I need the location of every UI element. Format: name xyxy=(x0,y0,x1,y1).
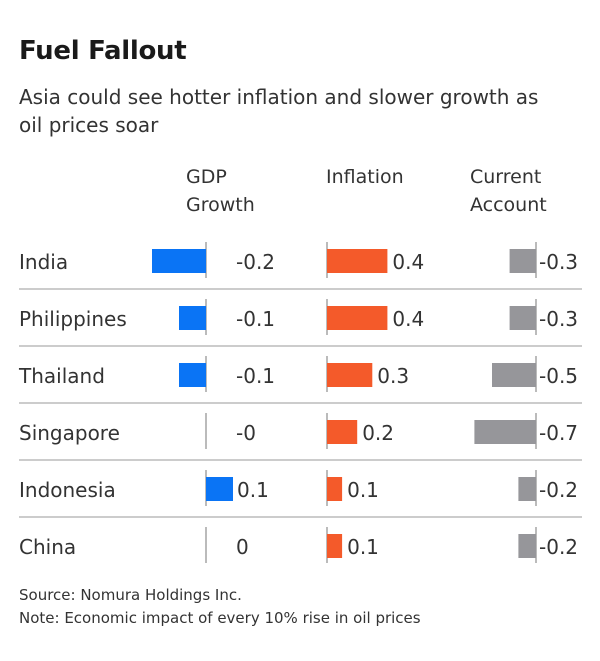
data-label: -0.3 xyxy=(539,250,578,274)
data-label: -0.5 xyxy=(539,364,578,388)
bar xyxy=(152,249,206,273)
bar xyxy=(492,363,536,387)
bar xyxy=(327,249,388,273)
data-label: -0.3 xyxy=(539,307,578,331)
data-label: -0 xyxy=(236,421,256,445)
category-label: Singapore xyxy=(19,421,120,445)
category-label: China xyxy=(19,535,76,559)
data-label: -0.2 xyxy=(539,478,578,502)
header-current-account: Current Account xyxy=(470,166,547,216)
footnote: Note: Economic impact of every 10% rise … xyxy=(19,609,421,627)
data-label: 0 xyxy=(236,535,249,559)
bar xyxy=(179,363,206,387)
data-label: -0.2 xyxy=(539,535,578,559)
bar xyxy=(509,306,536,330)
data-label: 0.1 xyxy=(237,478,269,502)
data-label: -0.7 xyxy=(539,421,578,445)
data-label: 0.2 xyxy=(362,421,394,445)
category-label: Philippines xyxy=(19,307,127,331)
bar xyxy=(327,363,373,387)
source-note: Source: Nomura Holdings Inc. xyxy=(19,586,242,604)
data-label: -0.2 xyxy=(236,250,275,274)
chart-title: Fuel Fallout xyxy=(19,36,187,66)
data-label: 0.1 xyxy=(347,535,379,559)
data-label: 0.3 xyxy=(377,364,409,388)
data-label: 0.1 xyxy=(347,478,379,502)
category-label: Thailand xyxy=(18,364,105,388)
bar xyxy=(518,534,536,558)
bar xyxy=(474,420,536,444)
header-inflation: Inflation xyxy=(326,166,404,188)
bar xyxy=(206,477,233,501)
bar xyxy=(179,306,206,330)
category-label: India xyxy=(19,250,68,274)
category-label: Indonesia xyxy=(19,478,116,502)
bar xyxy=(327,534,343,558)
data-label: 0.4 xyxy=(392,307,424,331)
bar xyxy=(327,477,343,501)
data-label: -0.1 xyxy=(236,364,275,388)
bar xyxy=(509,249,536,273)
bar xyxy=(518,477,536,501)
data-label: 0.4 xyxy=(392,250,424,274)
chart-subtitle: Asia could see hotter inflation and slow… xyxy=(19,85,539,137)
data-label: -0.1 xyxy=(236,307,275,331)
bar xyxy=(327,420,358,444)
header-gdp: GDP Growth xyxy=(186,166,255,216)
bar xyxy=(327,306,388,330)
